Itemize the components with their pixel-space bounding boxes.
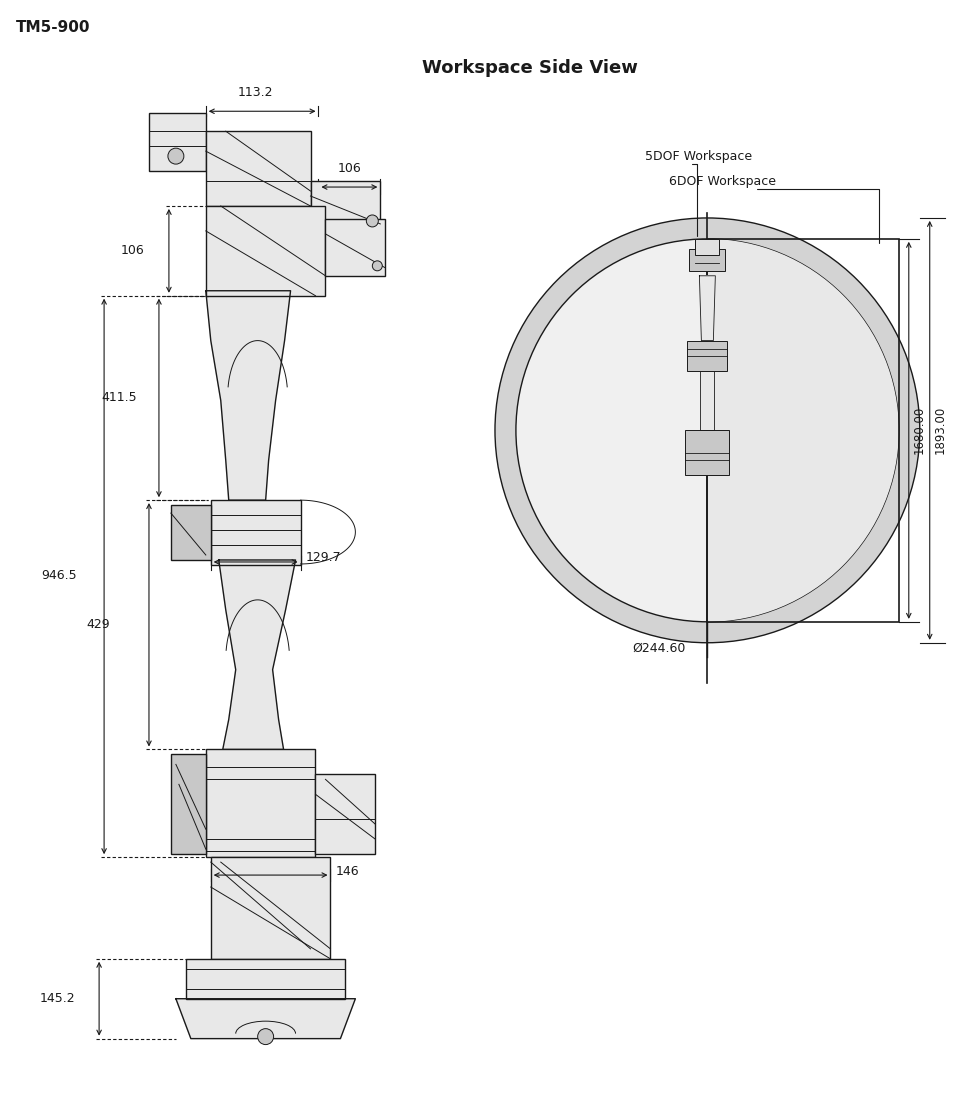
Polygon shape [219, 560, 295, 750]
Bar [688, 341, 728, 371]
Text: 106: 106 [338, 162, 361, 176]
Text: 5DOF Workspace: 5DOF Workspace [645, 150, 752, 162]
Wedge shape [707, 238, 899, 622]
Bar [210, 500, 301, 565]
Bar [170, 506, 210, 560]
Text: 411.5: 411.5 [101, 391, 136, 404]
Bar [206, 750, 316, 857]
Bar [311, 181, 380, 229]
Circle shape [168, 148, 184, 164]
Circle shape [258, 1029, 274, 1044]
Bar [170, 754, 206, 854]
Bar [325, 219, 386, 276]
Polygon shape [176, 999, 356, 1039]
Circle shape [366, 215, 378, 227]
Text: 146: 146 [335, 864, 359, 878]
Circle shape [516, 238, 899, 622]
Text: TM5-900: TM5-900 [17, 20, 91, 34]
Text: Ø244.60: Ø244.60 [632, 641, 686, 655]
Text: 6DOF Workspace: 6DOF Workspace [669, 174, 776, 188]
Bar [316, 774, 375, 854]
Circle shape [495, 217, 919, 643]
Text: 113.2: 113.2 [238, 86, 274, 99]
Text: 1893.00: 1893.00 [934, 406, 947, 455]
Polygon shape [699, 276, 715, 341]
Text: 145.2: 145.2 [39, 992, 75, 1006]
Bar [700, 371, 714, 431]
Bar [686, 431, 730, 475]
Polygon shape [206, 290, 290, 500]
Text: Workspace Side View: Workspace Side View [422, 60, 638, 77]
Bar [707, 238, 899, 622]
Bar [186, 959, 346, 999]
Text: 429: 429 [86, 618, 110, 631]
Text: 1680.00: 1680.00 [913, 406, 925, 455]
Bar [210, 857, 330, 959]
Bar [690, 248, 726, 270]
Bar [149, 114, 206, 171]
Circle shape [372, 261, 383, 270]
Bar [206, 131, 311, 206]
Text: 946.5: 946.5 [41, 570, 77, 583]
Text: 129.7: 129.7 [306, 552, 341, 564]
Bar [206, 206, 325, 296]
Text: 106: 106 [121, 244, 145, 257]
Bar [695, 238, 720, 255]
